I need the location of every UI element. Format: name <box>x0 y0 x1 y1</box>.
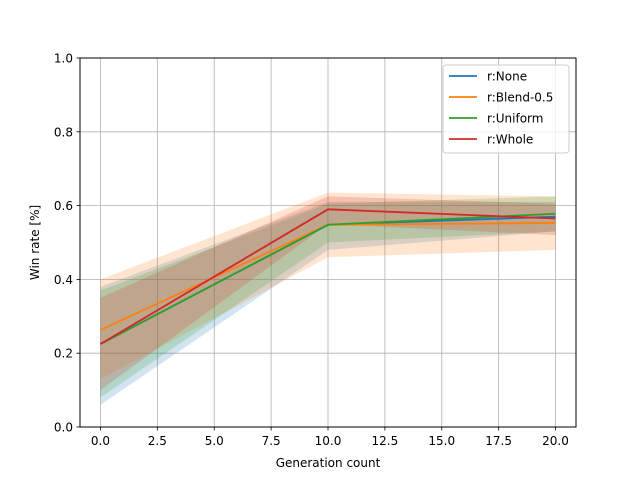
legend-label: r:Whole <box>487 133 533 147</box>
series-line <box>100 212 556 345</box>
x-tick-label: 10.0 <box>315 434 342 448</box>
legend-frame <box>442 64 570 154</box>
confidence-band <box>100 192 556 380</box>
y-tick-label: 0.8 <box>54 125 73 139</box>
y-tick-label: 0.4 <box>54 273 73 287</box>
x-tick-label: 7.5 <box>262 434 281 448</box>
x-tick-label: 15.0 <box>428 434 455 448</box>
confidence-band <box>100 201 556 405</box>
x-tick-label: 5.0 <box>205 434 224 448</box>
x-tick-label: 20.0 <box>542 434 569 448</box>
y-axis: 0.0 0.2 0.4 0.6 0.8 1.0 <box>54 52 80 435</box>
series-lines <box>100 208 556 345</box>
y-axis-label: Win rate [%] <box>28 205 42 280</box>
legend: r:None r:Blend-0.5 r:Uniform r:Whole <box>442 64 570 154</box>
y-tick-label: 0.6 <box>54 199 73 213</box>
y-tick-label: 0.2 <box>54 347 73 361</box>
x-axis-label: Generation count <box>276 456 381 470</box>
series-line <box>100 208 556 345</box>
legend-label: r:None <box>487 70 527 84</box>
x-axis: 0.0 2.5 5.0 7.5 10.0 12.5 15.0 17.5 20.0 <box>91 427 569 448</box>
legend-label: r:Uniform <box>487 112 543 126</box>
y-tick-label: 1.0 <box>54 52 73 66</box>
legend-label: r:Blend-0.5 <box>487 91 553 105</box>
y-tick-label: 0.0 <box>54 421 73 435</box>
x-tick-label: 0.0 <box>91 434 110 448</box>
x-tick-label: 17.5 <box>485 434 512 448</box>
x-tick-label: 2.5 <box>148 434 167 448</box>
x-tick-label: 12.5 <box>372 434 399 448</box>
